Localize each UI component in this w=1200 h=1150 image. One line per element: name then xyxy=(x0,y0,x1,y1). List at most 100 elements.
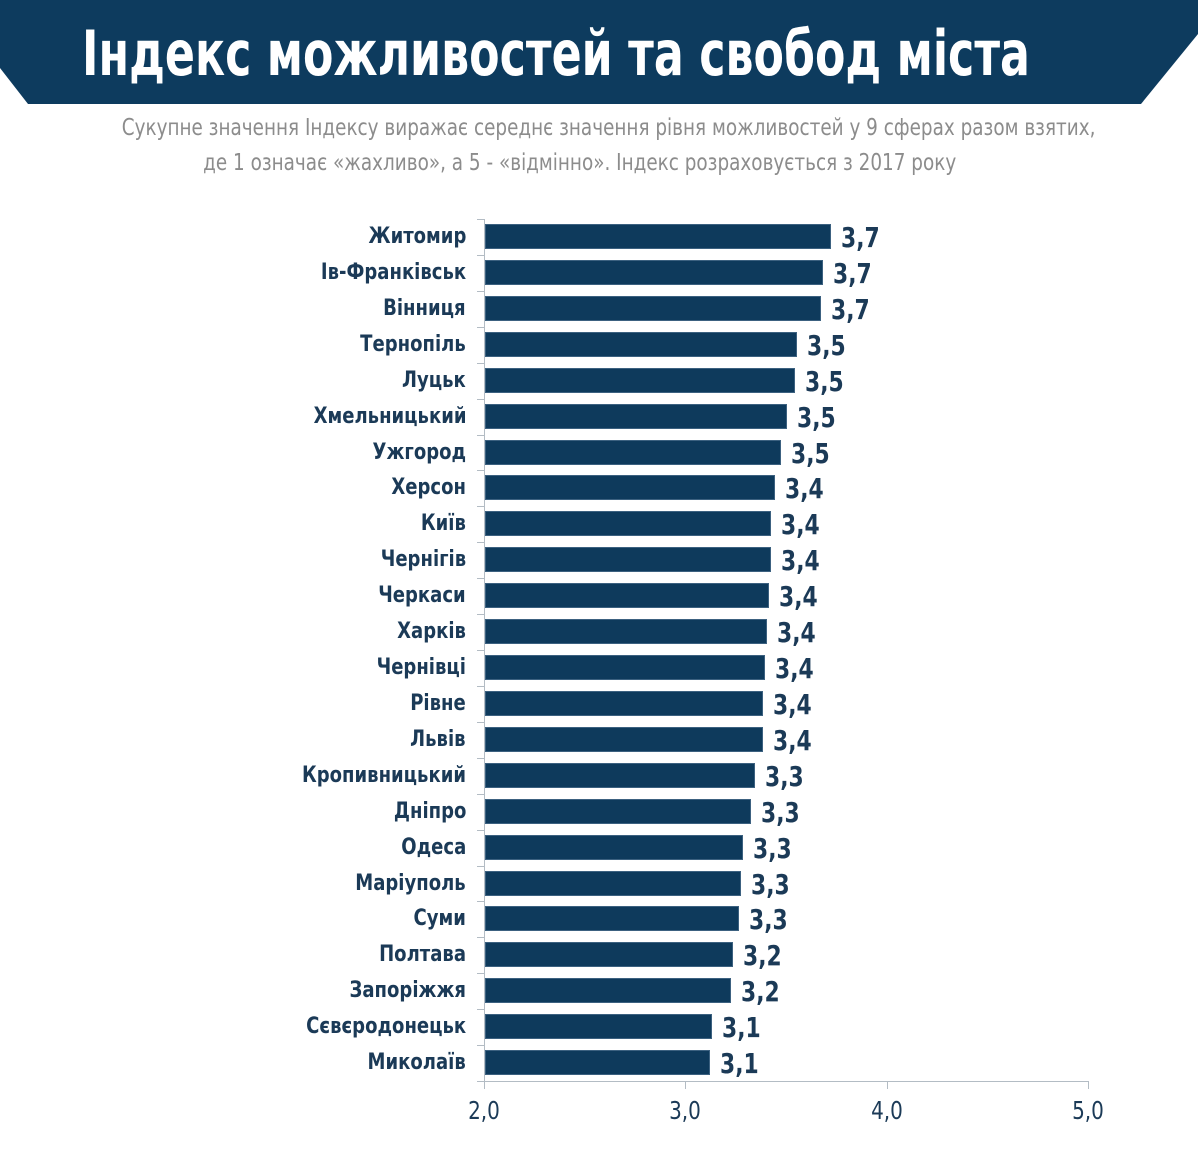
chart-row: Суми 3,3 xyxy=(0,901,1200,937)
category-label: Тернопіль xyxy=(360,331,466,357)
value-label: 3,2 xyxy=(740,975,780,1009)
y-tick xyxy=(477,794,484,795)
y-tick xyxy=(477,722,484,723)
value-label: 3,1 xyxy=(720,1047,760,1081)
value-label: 3,7 xyxy=(841,221,880,254)
footnote xyxy=(0,1130,1200,1150)
bar xyxy=(485,583,769,609)
bar xyxy=(485,475,775,501)
category-label: Житомир xyxy=(368,224,466,249)
x-axis-line xyxy=(484,1081,1089,1082)
y-tick xyxy=(477,327,484,328)
category-label: Полтава xyxy=(379,942,466,968)
x-tick xyxy=(1088,1081,1089,1089)
value-label: 3,1 xyxy=(722,1011,762,1045)
y-tick xyxy=(477,758,484,759)
category-label: Вінниця xyxy=(383,295,466,321)
category-label: Рівне xyxy=(410,690,466,716)
value-label: 3,5 xyxy=(805,364,844,398)
bar xyxy=(485,511,771,537)
category-label: Суми xyxy=(413,906,466,932)
value-label: 3,4 xyxy=(780,508,820,542)
subtitle-line-2: де 1 означає «жахливо», а 5 - «відмінно»… xyxy=(0,150,1160,176)
value-label: 3,4 xyxy=(780,544,820,578)
y-tick xyxy=(477,830,484,831)
bar xyxy=(485,726,763,752)
category-label: Запоріжжя xyxy=(349,978,466,1004)
chart-row: Одеса 3,3 xyxy=(0,830,1200,866)
y-tick xyxy=(477,435,484,436)
y-tick xyxy=(477,1009,484,1010)
value-label: 3,7 xyxy=(833,256,872,290)
value-label: 3,2 xyxy=(742,939,782,973)
y-tick xyxy=(477,542,484,543)
chart-row: Запоріжжя 3,2 xyxy=(0,973,1200,1009)
bar xyxy=(485,690,763,716)
chart-row: Житомир 3,7 xyxy=(0,219,1200,255)
x-tick-label: 5,0 xyxy=(1072,1096,1104,1125)
y-tick xyxy=(477,363,484,364)
x-tick xyxy=(887,1081,888,1089)
value-label: 3,3 xyxy=(750,867,790,901)
bar xyxy=(485,978,731,1004)
chart-row: Харків 3,4 xyxy=(0,614,1200,650)
chart-row: Львів 3,4 xyxy=(0,722,1200,758)
y-tick xyxy=(477,973,484,974)
y-tick xyxy=(477,470,484,471)
value-label: 3,4 xyxy=(784,472,824,506)
category-label: Одеса xyxy=(400,834,466,860)
chart-row: Луцьк 3,5 xyxy=(0,363,1200,399)
page-title: Індекс можливостей та свобод міста xyxy=(82,17,1030,90)
y-tick xyxy=(477,937,484,938)
subtitle-text-1: Сукупне значення Індексу виражає середнє… xyxy=(121,115,1096,141)
chart-row: Вінниця 3,7 xyxy=(0,291,1200,327)
bar xyxy=(485,762,755,788)
chart-row: Київ 3,4 xyxy=(0,506,1200,542)
chart-row: Маріуполь 3,3 xyxy=(0,866,1200,902)
value-label: 3,3 xyxy=(748,903,788,937)
bar xyxy=(485,655,765,680)
category-label: Київ xyxy=(421,511,466,537)
category-label: Харків xyxy=(397,619,466,645)
category-label: Маріуполь xyxy=(355,870,466,896)
bar xyxy=(485,906,739,932)
category-label: Хмельницький xyxy=(313,403,466,429)
chart-row: Ужгород 3,5 xyxy=(0,435,1200,471)
bar xyxy=(485,439,781,465)
bar xyxy=(485,834,743,860)
bar xyxy=(485,547,771,573)
y-tick xyxy=(477,255,484,256)
y-tick xyxy=(477,506,484,507)
value-label: 3,7 xyxy=(831,292,870,326)
chart-row: Миколаїв 3,1 xyxy=(0,1045,1200,1081)
value-label: 3,4 xyxy=(778,580,818,614)
bar xyxy=(485,942,733,968)
value-label: 3,3 xyxy=(760,795,800,829)
category-label: Миколаїв xyxy=(367,1050,466,1076)
title-banner: Індекс можливостей та свобод міста xyxy=(0,0,1200,104)
subtitle-line-1: Сукупне значення Індексу виражає середнє… xyxy=(0,115,1160,141)
bar xyxy=(485,295,822,321)
bar xyxy=(485,367,795,393)
category-label: Дніпро xyxy=(393,798,466,824)
bar xyxy=(485,1014,713,1040)
category-label: Ів-Франківськ xyxy=(320,259,466,285)
chart-row: Херсон 3,4 xyxy=(0,470,1200,506)
value-label: 3,4 xyxy=(772,723,812,757)
value-label: 3,4 xyxy=(774,652,814,685)
value-label: 3,4 xyxy=(772,687,812,721)
chart-row: Сєвєродонецьк 3,1 xyxy=(0,1009,1200,1045)
chart-row: Рівне 3,4 xyxy=(0,686,1200,722)
y-tick xyxy=(477,578,484,579)
y-tick xyxy=(477,219,484,220)
bar xyxy=(485,224,832,249)
subtitle-text-2: де 1 означає «жахливо», а 5 - «відмінно»… xyxy=(203,150,957,176)
y-tick xyxy=(477,866,484,867)
category-label: Херсон xyxy=(391,475,466,501)
bar xyxy=(485,870,741,896)
value-label: 3,4 xyxy=(776,616,816,650)
bar xyxy=(485,798,751,824)
x-tick-label: 2,0 xyxy=(468,1096,500,1125)
chart-row: Чернігів 3,4 xyxy=(0,542,1200,578)
